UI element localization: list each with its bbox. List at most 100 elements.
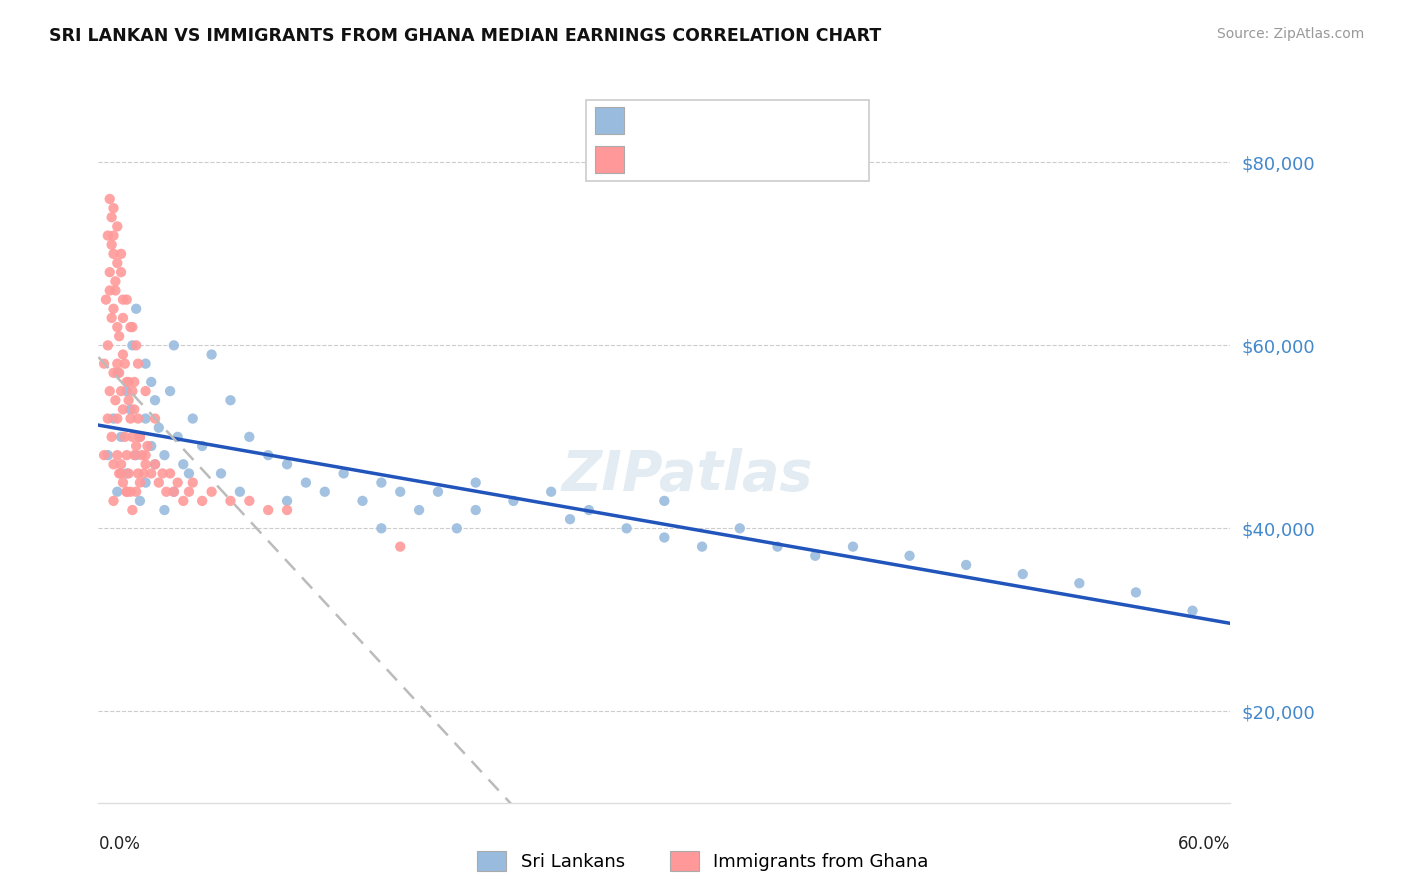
- Point: [728, 521, 751, 535]
- Point: [98, 284, 121, 298]
- Point: [129, 494, 152, 508]
- Text: -0.045: -0.045: [671, 150, 730, 168]
- Point: [690, 540, 713, 554]
- Point: [427, 484, 450, 499]
- Point: [125, 439, 148, 453]
- Point: [153, 448, 176, 462]
- Point: [181, 475, 204, 490]
- Point: [191, 494, 214, 508]
- Point: [110, 247, 132, 261]
- Point: [121, 338, 143, 352]
- Point: [201, 347, 224, 361]
- Point: [111, 310, 134, 325]
- Point: [110, 430, 132, 444]
- Point: [100, 211, 122, 225]
- Point: [103, 366, 125, 380]
- Text: ZIPatlas: ZIPatlas: [561, 448, 813, 501]
- Point: [115, 448, 138, 462]
- Point: [103, 201, 125, 215]
- Point: [114, 430, 136, 444]
- Point: [103, 458, 125, 472]
- Point: [97, 338, 120, 352]
- Point: [110, 467, 132, 481]
- Point: [120, 402, 142, 417]
- Point: [370, 521, 392, 535]
- Point: [389, 484, 412, 499]
- Point: [172, 458, 194, 472]
- Point: [121, 384, 143, 398]
- Point: [127, 357, 149, 371]
- Point: [104, 274, 127, 288]
- Point: [94, 293, 117, 307]
- Text: N =: N =: [751, 150, 787, 168]
- Point: [117, 375, 139, 389]
- Point: [125, 338, 148, 352]
- Point: [125, 301, 148, 316]
- Point: [141, 375, 163, 389]
- Point: [804, 549, 827, 563]
- Point: [408, 503, 430, 517]
- Point: [115, 293, 138, 307]
- Point: [105, 484, 128, 499]
- Point: [1069, 576, 1091, 591]
- Point: [125, 448, 148, 462]
- Point: [276, 503, 298, 517]
- Point: [135, 458, 157, 472]
- Point: [446, 521, 468, 535]
- Point: [100, 430, 122, 444]
- Point: [143, 458, 166, 472]
- Point: [117, 467, 139, 481]
- Point: [129, 475, 152, 490]
- Point: [135, 357, 157, 371]
- Point: [110, 265, 132, 279]
- Point: [105, 411, 128, 425]
- Point: [159, 384, 181, 398]
- Point: [120, 411, 142, 425]
- Point: [125, 484, 148, 499]
- FancyBboxPatch shape: [586, 100, 869, 181]
- Point: [257, 448, 280, 462]
- Point: [502, 494, 524, 508]
- Point: [578, 503, 600, 517]
- Point: [93, 357, 115, 371]
- Point: [103, 301, 125, 316]
- Point: [898, 549, 921, 563]
- Point: [163, 484, 186, 499]
- Point: [332, 467, 354, 481]
- Point: [1125, 585, 1147, 599]
- Point: [93, 448, 115, 462]
- Point: [114, 357, 136, 371]
- Point: [129, 430, 152, 444]
- Point: [842, 540, 865, 554]
- Point: [105, 219, 128, 234]
- Legend: Sri Lankans, Immigrants from Ghana: Sri Lankans, Immigrants from Ghana: [470, 844, 936, 879]
- Point: [110, 458, 132, 472]
- Point: [104, 284, 127, 298]
- Text: 97: 97: [792, 150, 814, 168]
- Text: 0.0%: 0.0%: [98, 835, 141, 853]
- Point: [108, 329, 131, 343]
- Point: [97, 228, 120, 243]
- Point: [464, 475, 486, 490]
- Point: [152, 467, 174, 481]
- Bar: [595, 145, 624, 173]
- Point: [238, 430, 260, 444]
- Text: 60.0%: 60.0%: [1178, 835, 1230, 853]
- Point: [115, 375, 138, 389]
- Point: [370, 475, 392, 490]
- Point: [100, 310, 122, 325]
- Point: [163, 338, 186, 352]
- Text: Source: ZipAtlas.com: Source: ZipAtlas.com: [1216, 27, 1364, 41]
- Point: [103, 411, 125, 425]
- Text: N =: N =: [751, 111, 787, 128]
- Point: [131, 448, 153, 462]
- Point: [148, 420, 170, 434]
- Point: [209, 467, 232, 481]
- Point: [135, 411, 157, 425]
- Point: [135, 448, 157, 462]
- Point: [129, 430, 152, 444]
- Point: [98, 265, 121, 279]
- Point: [104, 393, 127, 408]
- Point: [115, 484, 138, 499]
- Point: [219, 494, 242, 508]
